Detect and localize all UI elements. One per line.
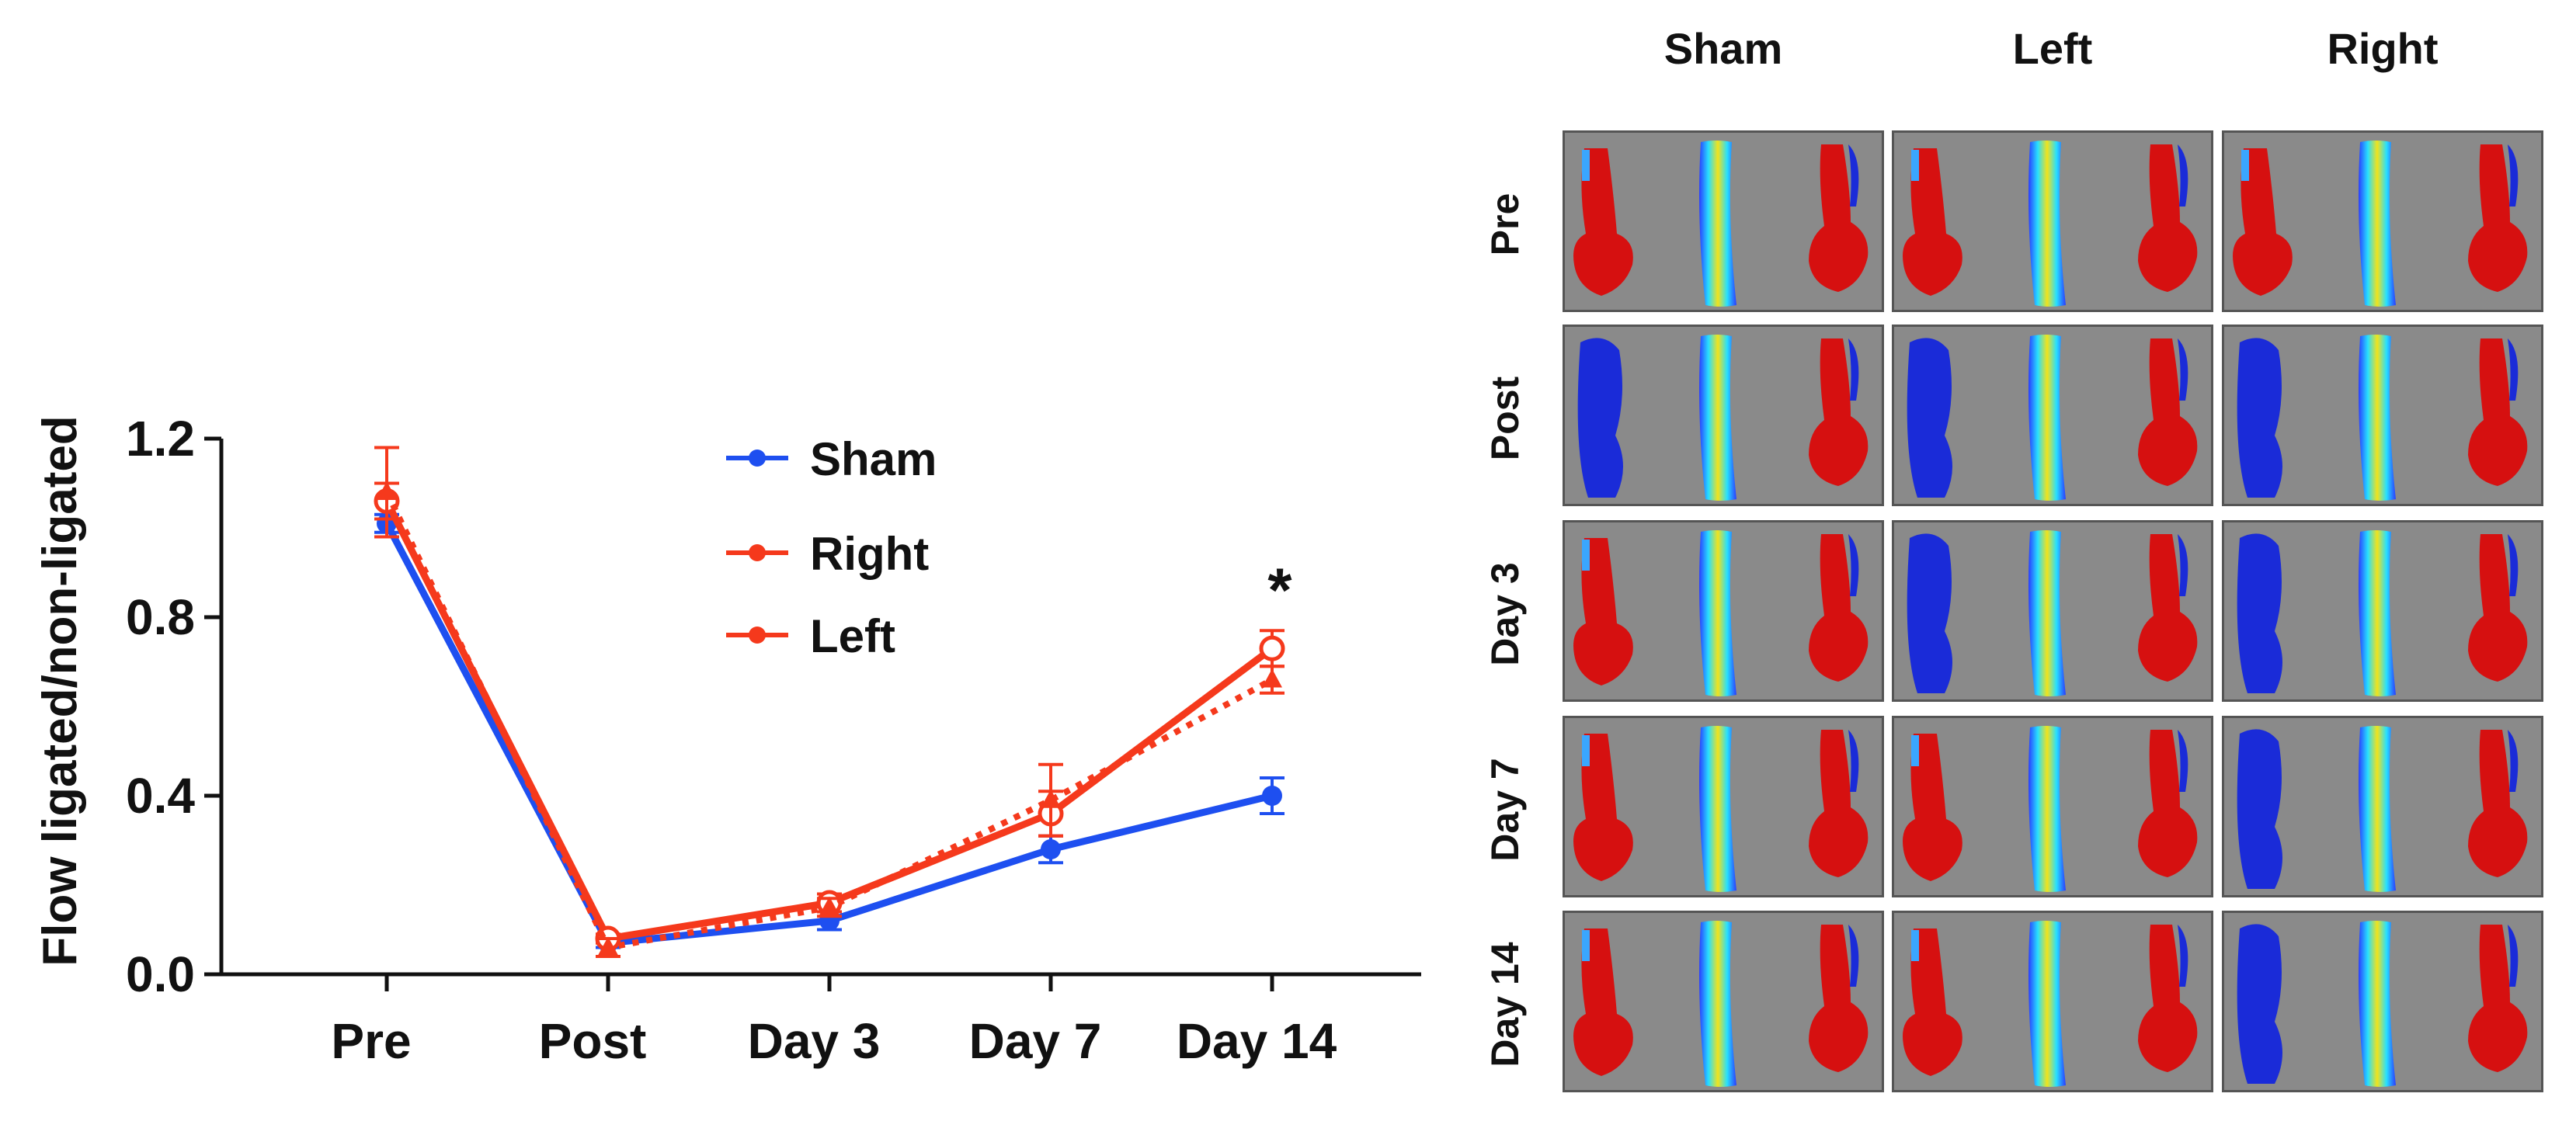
perfusion-image — [1563, 716, 1884, 897]
legend-swatch-marker — [749, 449, 766, 467]
data-point — [1262, 786, 1282, 806]
perfusion-image — [2222, 520, 2543, 702]
grid-row-label: Day 7 — [1483, 758, 1527, 862]
data-point — [1041, 839, 1061, 859]
grid-row-label: Pre — [1483, 193, 1527, 256]
perfusion-image-grid: Sham Left Right Pre Post Day 3 Day 7 Day 14 — [1476, 0, 2576, 1135]
grid-column-label: Right — [2327, 24, 2439, 73]
x-tick-label: Pre — [331, 1013, 411, 1069]
x-tick-label: Day 14 — [1177, 1013, 1337, 1069]
x-tick-label: Day 3 — [748, 1013, 881, 1069]
legend-item-left: Left — [726, 610, 895, 662]
perfusion-image-drawing — [2233, 141, 2528, 307]
perfusion-image — [2222, 130, 2543, 312]
data-point — [1041, 789, 1061, 808]
chart-axes: 0.0 0.4 0.8 1.2 Pre Post Day 3 Day 7 Day 14 — [126, 411, 1421, 1069]
perfusion-image — [1563, 325, 1884, 506]
grid-row-label: Day 14 — [1483, 942, 1527, 1067]
perfusion-image — [1892, 325, 2213, 506]
data-point — [598, 936, 618, 956]
grid-column-label: Sham — [1663, 24, 1783, 73]
perfusion-image-drawing — [1903, 726, 2198, 892]
legend-label: Sham — [810, 433, 937, 485]
perfusion-image — [1892, 520, 2213, 702]
chart-series — [374, 446, 1285, 958]
perfusion-image-drawing — [1577, 335, 1869, 501]
line-chart: 0.0 0.4 0.8 1.2 Pre Post Day 3 Day 7 Day 14 Sham… — [33, 411, 1421, 1069]
series-left — [374, 446, 1285, 958]
y-tick-label: 0.0 — [126, 946, 195, 1002]
perfusion-image — [2222, 325, 2543, 506]
perfusion-image — [1563, 911, 1884, 1092]
perfusion-image — [1892, 716, 2213, 897]
perfusion-image-drawing — [1903, 141, 2198, 307]
y-tick-label: 1.2 — [126, 411, 195, 467]
perfusion-image-drawing — [1573, 921, 1869, 1087]
perfusion-image-drawing — [2237, 530, 2528, 696]
grid-column-label: Left — [2012, 24, 2093, 73]
perfusion-image — [1892, 130, 2213, 312]
x-tick-label: Post — [539, 1013, 647, 1069]
perfusion-image-drawing — [2237, 335, 2528, 501]
y-axis-label: Flow ligated/non-ligated — [33, 415, 87, 967]
chart-legend: Sham Right Left — [726, 433, 937, 662]
data-point — [1259, 635, 1285, 661]
perfusion-image-drawing — [1573, 141, 1869, 307]
data-point — [819, 896, 840, 915]
perfusion-image — [2222, 911, 2543, 1092]
perfusion-image-drawing — [1907, 335, 2198, 501]
legend-swatch-marker — [749, 544, 766, 561]
legend-label: Right — [810, 528, 929, 580]
y-tick-label: 0.8 — [126, 589, 195, 645]
perfusion-image-drawing — [1903, 921, 2198, 1087]
legend-item-right: Right — [726, 528, 929, 580]
series-line — [384, 522, 1274, 947]
data-point — [1262, 668, 1282, 688]
x-tick-label: Day 7 — [969, 1013, 1102, 1069]
perfusion-image — [1563, 130, 1884, 312]
perfusion-image — [2222, 716, 2543, 897]
perfusion-image-drawing — [1573, 726, 1869, 892]
perfusion-image-drawing — [2237, 726, 2528, 892]
perfusion-image-drawing — [1907, 530, 2198, 696]
legend-swatch-marker — [749, 627, 766, 644]
legend-item-sham: Sham — [726, 433, 937, 485]
perfusion-image — [1892, 911, 2213, 1092]
grid-row-label: Day 3 — [1483, 562, 1527, 666]
perfusion-image-drawing — [1573, 530, 1869, 696]
grid-row-label: Post — [1483, 376, 1527, 461]
significance-annotation: * — [1267, 555, 1292, 624]
perfusion-image-drawing — [2237, 921, 2528, 1087]
legend-label: Left — [810, 610, 895, 662]
data-point — [377, 481, 397, 500]
y-tick-label: 0.4 — [126, 768, 195, 824]
perfusion-image — [1563, 520, 1884, 702]
